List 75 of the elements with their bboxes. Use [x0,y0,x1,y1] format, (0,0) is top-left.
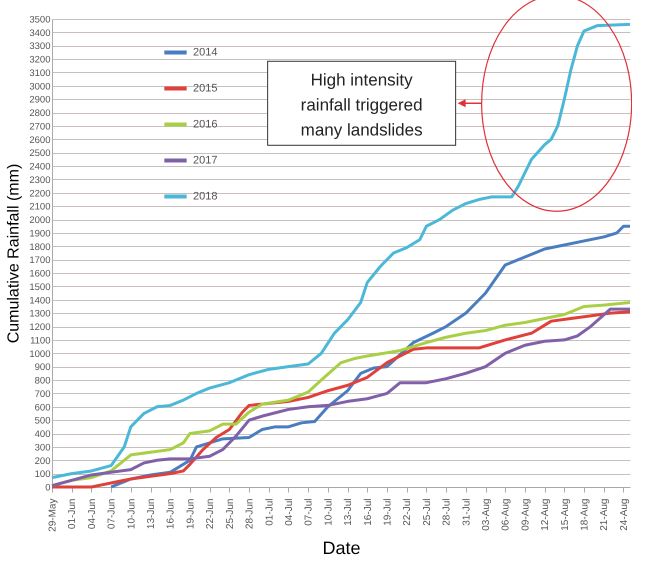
line-series [50,22,632,480]
annotation: High intensity rainfall triggered many landslides [300,70,423,140]
x-tick-label: 29-May [48,498,58,532]
x-tick-label: 07-Jul [304,498,315,526]
x-tick-label: 13-Jun [146,498,158,530]
y-axis-title: Cumulative Rainfall (mm) [5,164,22,344]
y-tick-label: 1100 [30,335,50,346]
y-tick-label: 1400 [29,295,50,306]
x-tick-label: 22-Jul [402,498,414,526]
y-tick-label: 1800 [29,242,50,253]
y-tick-label: 3300 [29,41,50,52]
y-tick-label: 3100 [29,68,50,79]
x-tick-label: 31-Jul [461,498,472,526]
y-tick-label: 900 [34,362,50,374]
x-tick-label: 09-Aug [520,498,532,531]
y-tick-label: 1300 [29,308,50,320]
y-tick-label: 2300 [29,174,50,186]
x-tick-label: 28-Jun [244,498,256,530]
y-tick-label: 400 [34,429,50,440]
y-tick-label: 800 [34,376,50,387]
x-tick-label: 25-Jul [422,498,433,526]
x-tick-label: 24-Aug [618,498,630,531]
y-tick-label: 200 [34,456,50,467]
y-tick-label: 2200 [29,188,50,200]
x-tick-label: 21-Aug [599,498,610,531]
x-tick-label: 01-Jul [264,498,276,526]
legend-label: 2016 [193,118,218,130]
y-tick-label: 1200 [29,322,50,334]
y-tick-label: 300 [34,442,50,454]
y-tick-label: 1900 [29,228,50,240]
x-tick-label: 28-Jul [442,498,453,526]
y-tick-label: 3500 [29,14,50,26]
x-tick-label: 16-Jul [362,498,374,526]
y-tick-label: 700 [34,388,50,400]
x-tick-label: 07-Jun [106,498,118,530]
y-tick-label: 1000 [29,348,50,360]
y-tick-label: 2600 [29,134,50,146]
y-tick-label: 3400 [29,28,50,39]
legend-label: 2014 [193,46,218,58]
x-tick-label: 18-Aug [580,498,591,531]
x-tick-label: 13-Jul [343,498,354,526]
y-tick-label: 600 [34,402,50,414]
x-tick-label: 10-Jul [323,498,334,526]
y-tick-label: 0 [45,482,50,494]
x-tick-label: 10-Jun [126,498,138,530]
x-tick-label: 25-Jun [224,498,236,530]
y-tick-label: 2900 [29,94,50,106]
y-tick-label: 100 [34,469,50,480]
x-tick-label: 12-Aug [540,498,552,531]
x-tick-label: 16-Jun [166,498,177,530]
y-tick-label: 2400 [29,162,50,173]
y-tick-label: 1700 [29,255,50,266]
legend-label: 2018 [193,190,218,202]
x-tick-label: 22-Jun [205,498,216,530]
y-tick-label: 1600 [29,268,50,280]
y-tick-label: 2000 [29,215,50,226]
legend-label: 2017 [193,154,218,166]
y-tick-label: 2100 [29,202,50,213]
legend-label: 2015 [193,82,218,94]
x-tick-label: 19-Jun [185,498,196,530]
x-tick-label: 04-Jul [284,498,295,526]
y-tick-label: 2800 [29,108,50,120]
x-tick-label: 06-Aug [500,498,512,531]
y-tick-label: 3200 [29,54,50,66]
x-tick-label: 04-Jun [86,498,98,530]
y-tick-label: 3000 [29,81,50,92]
x-tick-label: 19-Jul [382,498,394,526]
x-tick-label: 15-Aug [560,498,571,531]
y-tick-label: 2700 [29,121,50,132]
y-tick-label: 500 [34,416,50,427]
x-tick-label: 03-Aug [481,498,492,531]
x-tick-label: 01-Jun [67,498,78,530]
y-tick-label: 2500 [29,148,50,160]
x-axis-title: Date [322,538,361,558]
y-tick-label: 1500 [29,282,50,293]
